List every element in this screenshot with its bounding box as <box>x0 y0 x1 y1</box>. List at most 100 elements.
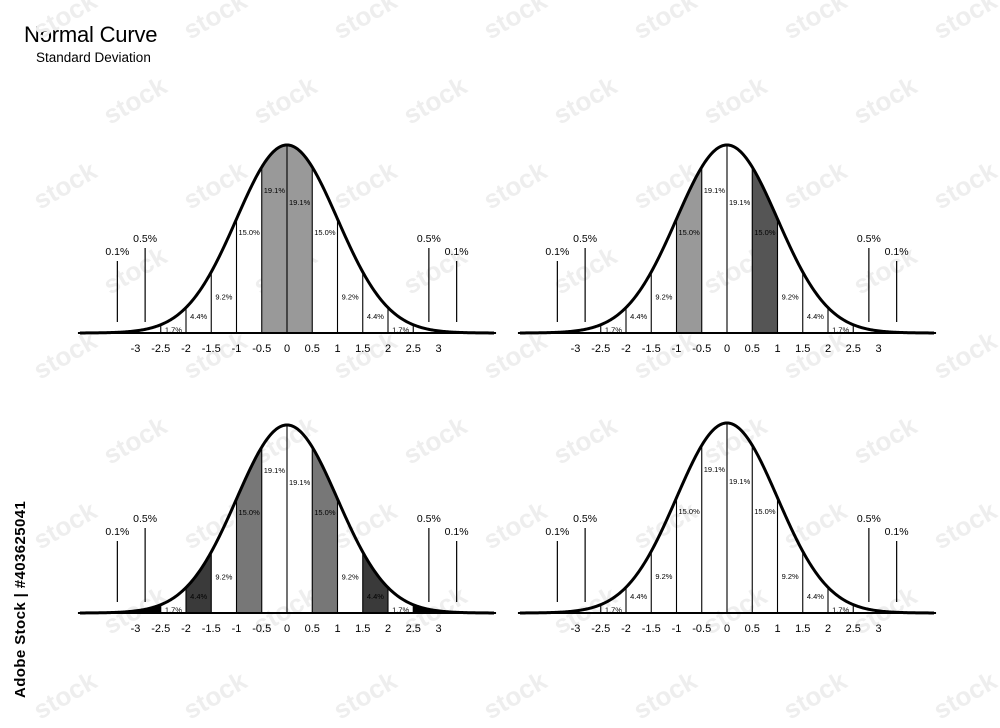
watermark-word: stock <box>628 325 702 385</box>
shaded-region <box>186 551 212 613</box>
x-tick-label: -3 <box>131 343 141 355</box>
region-percentage-label: 1.7% <box>165 325 182 334</box>
tail-percentage-label: 0.1% <box>445 526 469 538</box>
tail-percentage-label: 0.1% <box>885 526 909 538</box>
watermark-word: stock <box>98 410 172 470</box>
region-percentage-label: 19.1% <box>289 198 311 207</box>
normal-curve-line <box>79 143 495 335</box>
watermark-word: stock <box>698 70 772 130</box>
shaded-region <box>236 447 262 613</box>
region-percentage-label: 1.7% <box>605 605 622 614</box>
watermark-word: stock <box>328 155 402 215</box>
x-tick-label: 1 <box>334 343 340 355</box>
watermark-word: stock <box>328 665 402 725</box>
x-tick-label: 3 <box>875 343 881 355</box>
x-tick-label: 3 <box>435 343 441 355</box>
x-tick-label: -0.5 <box>692 343 711 355</box>
region-percentage-label: 15.0% <box>314 228 336 237</box>
x-tick-label: 0 <box>724 343 730 355</box>
watermark-word: stock <box>848 410 922 470</box>
watermark-word: stock <box>628 0 702 45</box>
region-percentage-label: 15.0% <box>314 508 336 517</box>
region-percentage-label: 4.4% <box>190 592 207 601</box>
region-percentage-label: 4.4% <box>630 312 647 321</box>
region-percentage-label: 9.2% <box>655 572 672 581</box>
x-tick-label: -2 <box>181 623 191 635</box>
watermark-word: stock <box>178 665 252 725</box>
region-percentage-label: 1.7% <box>832 605 849 614</box>
tail-percentage-label: 0.1% <box>545 526 569 538</box>
watermark-word: stock <box>28 495 102 555</box>
x-tick-label: 3 <box>875 623 881 635</box>
tail-percentage-label: 0.1% <box>445 246 469 258</box>
watermark-word: stock <box>98 70 172 130</box>
tail-percentage-label: 0.5% <box>573 233 597 245</box>
curve-panel-bottom-left: 0.1%0.5% 0.5%0.1%1.7%4.4%9.2%15.0%19.1%19… <box>77 423 497 635</box>
watermark-word: stock <box>478 0 552 45</box>
x-tick-label: -1 <box>672 343 682 355</box>
watermark-word: stock <box>478 495 552 555</box>
shaded-region <box>676 167 702 333</box>
x-tick-label: 1.5 <box>355 623 370 635</box>
x-tick-label: -1.5 <box>642 343 661 355</box>
watermark-word: stock <box>28 155 102 215</box>
region-percentage-label: 9.2% <box>782 292 799 301</box>
x-tick-label: -2.5 <box>591 623 610 635</box>
region-percentage-label: 1.7% <box>832 325 849 334</box>
x-tick-label: -1 <box>672 623 682 635</box>
shaded-region <box>312 447 338 613</box>
normal-curve-line <box>519 421 935 615</box>
normal-curve-line <box>519 143 935 335</box>
shaded-region <box>752 167 778 333</box>
watermark-word: stock <box>398 70 472 130</box>
region-percentage-label: 4.4% <box>190 312 207 321</box>
x-tick-label: 0 <box>724 623 730 635</box>
x-tick-label: 2.5 <box>406 343 421 355</box>
page-title: Normal Curve <box>24 22 158 47</box>
region-percentage-label: 9.2% <box>342 572 359 581</box>
watermark-word: stock <box>928 665 1000 725</box>
x-tick-label: -1.5 <box>202 343 221 355</box>
shaded-region <box>362 551 388 613</box>
tail-percentage-label: 0.5% <box>133 233 157 245</box>
region-percentage-label: 9.2% <box>655 292 672 301</box>
region-percentage-label: 15.0% <box>678 507 700 516</box>
x-tick-label: 1 <box>774 343 780 355</box>
watermark-word: stock <box>848 70 922 130</box>
x-tick-label: -2 <box>181 343 191 355</box>
x-tick-label: -0.5 <box>692 623 711 635</box>
x-tick-label: 1.5 <box>795 343 810 355</box>
watermark-word: stock <box>328 0 402 45</box>
curve-panel-top-left: 0.1%0.5% 0.5%0.1%1.7%4.4%9.2%15.0%19.1%19… <box>77 143 497 355</box>
x-tick-label: 2.5 <box>406 623 421 635</box>
region-percentage-label: 4.4% <box>630 592 647 601</box>
region-percentage-label: 19.1% <box>289 478 311 487</box>
tail-percentage-label: 0.5% <box>417 513 441 525</box>
watermark-word: stock <box>928 325 1000 385</box>
tail-percentage-label: 0.1% <box>545 246 569 258</box>
x-tick-label: 2.5 <box>846 623 861 635</box>
x-tick-label: 2 <box>385 623 391 635</box>
x-tick-label: 0 <box>284 343 290 355</box>
tail-percentage-label: 0.1% <box>105 526 129 538</box>
x-tick-label: -3 <box>571 623 581 635</box>
watermark-word: stock <box>778 0 852 45</box>
region-percentage-label: 19.1% <box>704 465 726 474</box>
normal-curve-line <box>79 423 495 615</box>
x-tick-label: 3 <box>435 623 441 635</box>
x-tick-label: -0.5 <box>252 623 271 635</box>
watermark-word: stock <box>928 155 1000 215</box>
curve-panel-top-right: 0.1%0.5% 0.5%0.1%1.7%4.4%9.2%15.0%19.1%19… <box>517 143 937 355</box>
x-tick-label: 1 <box>334 623 340 635</box>
page-subtitle: Standard Deviation <box>36 50 151 65</box>
x-tick-label: 2.5 <box>846 343 861 355</box>
x-tick-label: -1.5 <box>642 623 661 635</box>
region-percentage-label: 15.0% <box>754 507 776 516</box>
region-percentage-label: 1.7% <box>392 605 409 614</box>
region-percentage-label: 4.4% <box>367 592 384 601</box>
tail-percentage-label: 0.5% <box>133 513 157 525</box>
x-tick-label: 1 <box>774 623 780 635</box>
region-percentage-label: 19.1% <box>729 477 751 486</box>
tail-percentage-label: 0.5% <box>417 233 441 245</box>
